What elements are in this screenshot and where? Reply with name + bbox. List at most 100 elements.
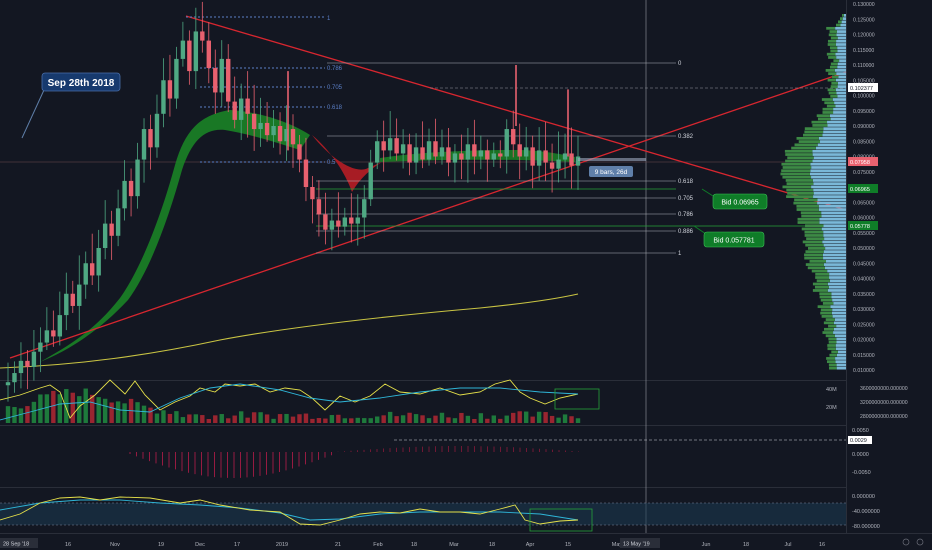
volume-bar [355,417,360,423]
candle-body [258,122,263,130]
candle-body [413,147,419,163]
candle-body [387,138,393,151]
volume-bar [148,407,153,423]
volume-profile-bar [832,298,846,302]
auto-scale-icon[interactable] [916,538,924,546]
fib-right-label: 0.786 [678,212,694,218]
volume-bar [161,410,166,423]
volume-bar [226,418,231,423]
ascending-trendline[interactable] [9,71,847,359]
volume-profile-bar [835,52,846,56]
volume-bar [12,407,17,423]
volume-profile-bar [807,247,826,250]
volume-profile-bar [820,140,846,143]
volume-bar [277,414,283,423]
volume-profile-bar [821,227,846,231]
candle-body [96,248,101,276]
volume-profile-bar [810,169,846,173]
volume-tick: 2800000000.000000 [860,414,908,420]
volume-profile-bar [829,353,837,357]
volume-profile-bar [821,98,833,101]
price-axis[interactable]: 0.130000 0.125000 0.120000 0.115000 0.110000… [853,2,875,374]
volume-bar [193,414,199,423]
range-bar [578,158,646,161]
volume-profile-bar [839,59,846,63]
volume-profile-bar [825,334,835,338]
volume-profile-bar [810,162,846,166]
candle-body [556,159,561,169]
candle-body [18,360,24,374]
volume-bar [517,411,522,423]
axis-controls[interactable] [902,538,924,546]
volume-profile-bar [831,311,846,315]
volume-profile-bar [820,298,833,302]
fib-left-label: 0.705 [327,85,343,91]
candle-body [368,162,373,200]
candle-body [420,147,425,160]
candle-body [407,144,412,163]
fib-right-label: 0.705 [678,196,694,202]
bid-callout-upper[interactable]: Bid 0.06965 [701,188,768,210]
moving-average-200 [0,293,579,369]
fib-retracement-right[interactable]: 0 0.382 0.618 0.705 0.786 0.886 1 [316,61,846,257]
volume-ma-yellow [0,379,579,419]
volume-profile-bar [819,292,832,296]
volume-bar [549,415,555,423]
volume-profile-bar [842,14,844,17]
time-axis[interactable]: 16 Nov 19 Dec 17 2019 21 Feb 18 Mar 18 Apr 15 May Jun 1… [65,542,825,548]
volume-profile-bar [836,33,846,37]
settings-icon[interactable] [902,538,910,546]
volume-bar [439,412,445,423]
price-tick: 0.100000 [853,94,875,100]
candle-body [161,80,166,114]
volume-profile-bar [835,104,846,108]
volume-profile-bar [833,302,846,305]
date-callout-label: Sep 28th 2018 [48,78,115,89]
candle-body [64,293,69,316]
volume-profile-bar [836,91,846,95]
bars-range-label[interactable]: 9 bars, 26d [589,166,633,177]
candle-body [465,144,471,160]
candle-body [271,126,276,136]
price-tick: 0.115000 [853,48,874,54]
volume-profile-bar [824,237,846,241]
candle-body [213,68,218,93]
volume-bar [562,414,568,423]
volume-profile-bar [830,94,838,98]
volume-bar [511,412,516,423]
volume-profile-bar [837,65,846,69]
fib-left-label: 0.5 [327,160,336,166]
volume-bar [31,401,37,423]
candle-body [400,144,406,154]
volume-tick: 3600000000.000000 [860,386,908,392]
volume-profile-bar [837,94,846,98]
fib-right-label: 0 [678,61,682,67]
volume-profile-bar [828,337,837,341]
volume-profile-bar [833,327,846,331]
volume-profile-bar [809,259,826,263]
volume-profile-bar [827,269,846,273]
bid-callout-lower[interactable]: Bid 0.057781 [693,225,765,248]
volume-profile-bar [822,240,846,244]
volume-profile-bar [822,107,834,111]
volume-profile-bar [822,302,834,305]
volume-bar [433,415,438,423]
volume-profile-bar [827,78,836,82]
price-tick: 0.090000 [853,124,875,130]
time-tick: 15 [565,542,571,548]
osc-tick: -40.000000 [852,509,880,515]
date-callout[interactable]: Sep 28th 2018 [21,72,121,139]
candle-body [5,382,11,386]
time-tick: Apr [526,542,535,548]
time-tick: Nov [110,542,120,548]
volume-profile-bar [817,305,831,309]
volume-profile-bar [813,188,846,192]
price-badge-bid1: 0.06965 [850,187,870,193]
volume-profile-bar [827,344,836,347]
candle-body [316,199,322,215]
time-cursor-badge-bg [620,538,660,548]
candle-body [472,144,477,157]
volume-profile-bar [832,308,846,312]
volume-profile-bar [805,250,824,254]
volume-bar [122,403,127,423]
